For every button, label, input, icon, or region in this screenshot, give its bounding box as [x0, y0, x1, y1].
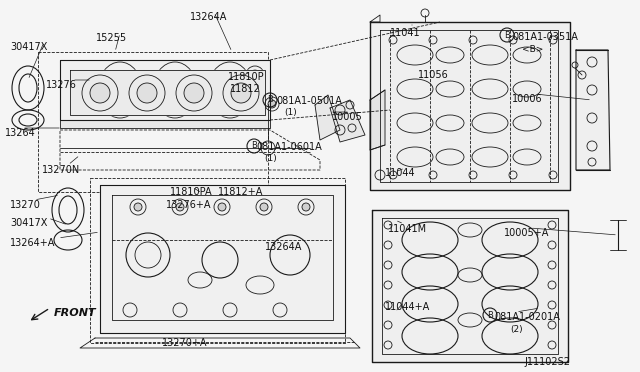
Text: 11041M: 11041M	[388, 224, 427, 234]
Text: 081A1-0601A: 081A1-0601A	[256, 142, 322, 152]
Text: J11102S2: J11102S2	[524, 357, 570, 367]
Text: 13270: 13270	[10, 200, 41, 210]
Text: 11041: 11041	[390, 28, 420, 38]
Circle shape	[176, 203, 184, 211]
Text: 11044+A: 11044+A	[385, 302, 430, 312]
Text: B: B	[487, 311, 493, 320]
Polygon shape	[60, 120, 270, 128]
Polygon shape	[70, 70, 265, 115]
Text: 11812+A: 11812+A	[218, 187, 264, 197]
Ellipse shape	[184, 83, 204, 103]
Text: 081A1-0351A: 081A1-0351A	[512, 32, 578, 42]
Polygon shape	[60, 60, 270, 120]
Text: 15255: 15255	[96, 33, 127, 43]
Text: 10005: 10005	[332, 112, 363, 122]
Text: 13276: 13276	[46, 80, 77, 90]
Ellipse shape	[90, 83, 110, 103]
Text: (1): (1)	[264, 154, 276, 163]
Polygon shape	[370, 22, 570, 190]
Text: 30417X: 30417X	[10, 42, 47, 52]
Text: 11044: 11044	[385, 168, 415, 178]
Text: B: B	[267, 96, 273, 105]
Text: 13264A: 13264A	[265, 242, 302, 252]
Text: 11812: 11812	[230, 84, 260, 94]
Text: 13264+A: 13264+A	[10, 238, 56, 248]
Circle shape	[260, 203, 268, 211]
Text: (1): (1)	[284, 108, 297, 117]
Polygon shape	[372, 210, 568, 362]
Bar	[90, 178, 345, 343]
Text: 11810P: 11810P	[228, 72, 264, 82]
Text: 30417X: 30417X	[10, 218, 47, 228]
Text: 081A1-0201A: 081A1-0201A	[494, 312, 560, 322]
Text: 10005+A: 10005+A	[504, 228, 549, 238]
Polygon shape	[315, 95, 340, 140]
Text: 081A1-0501A: 081A1-0501A	[276, 96, 342, 106]
Text: 13264A: 13264A	[190, 12, 227, 22]
Text: 11056: 11056	[418, 70, 449, 80]
Circle shape	[218, 203, 226, 211]
Text: FRONT: FRONT	[54, 308, 97, 318]
Polygon shape	[370, 90, 385, 150]
Circle shape	[134, 203, 142, 211]
Text: 13264: 13264	[5, 128, 36, 138]
Text: 11810PA: 11810PA	[170, 187, 212, 197]
Text: B: B	[504, 31, 510, 39]
Text: (2): (2)	[510, 325, 523, 334]
Text: B: B	[251, 141, 257, 151]
Polygon shape	[100, 185, 345, 333]
Ellipse shape	[231, 83, 251, 103]
Text: 13270N: 13270N	[42, 165, 80, 175]
Text: 13270+A: 13270+A	[162, 338, 207, 348]
Circle shape	[268, 100, 276, 108]
Text: 13276+A: 13276+A	[166, 200, 211, 210]
Circle shape	[302, 203, 310, 211]
Polygon shape	[576, 50, 610, 170]
Text: <B>: <B>	[522, 45, 543, 54]
Ellipse shape	[137, 83, 157, 103]
Bar	[38, 52, 268, 192]
Text: 10006: 10006	[512, 94, 543, 104]
Polygon shape	[330, 100, 365, 142]
